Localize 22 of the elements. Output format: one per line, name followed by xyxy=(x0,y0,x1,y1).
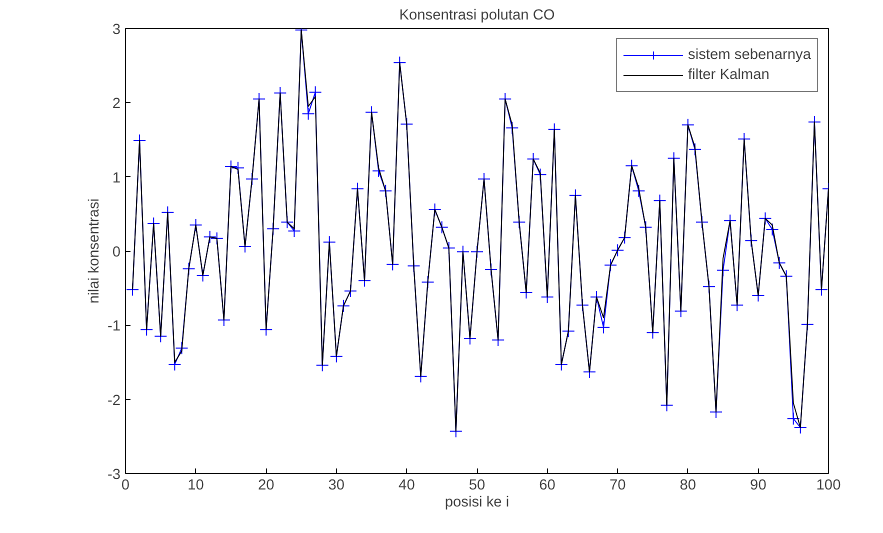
y-tick-label: 3 xyxy=(112,22,121,38)
y-tick-label: -3 xyxy=(107,467,121,483)
x-axis-title: posisi ke i xyxy=(444,494,510,510)
y-tick-label: -1 xyxy=(107,318,121,335)
y-tick-label: 0 xyxy=(112,244,121,260)
x-tick-label: 20 xyxy=(258,478,274,494)
y-axis-title: nilai konsentrasi xyxy=(86,198,102,304)
x-tick-label: 60 xyxy=(539,478,556,494)
y-tick-label: -2 xyxy=(107,392,121,409)
x-tick-label: 80 xyxy=(680,478,696,494)
x-tick-label: 50 xyxy=(468,478,486,494)
x-tick-label: 30 xyxy=(328,478,345,494)
y-tick-label: 1 xyxy=(112,170,121,186)
y-tick-label: 2 xyxy=(112,96,121,112)
x-tick-label: 40 xyxy=(398,478,415,494)
x-tick-label: 70 xyxy=(609,478,626,494)
x-tick-label: 90 xyxy=(750,478,766,494)
x-tick-label: 100 xyxy=(816,478,841,494)
chart-title: Konsentrasi polutan CO xyxy=(399,8,555,24)
legend-label: filter Kalman xyxy=(688,67,770,83)
x-tick-label: 10 xyxy=(188,478,204,494)
legend-label: sistem sebenarnya xyxy=(688,47,811,63)
